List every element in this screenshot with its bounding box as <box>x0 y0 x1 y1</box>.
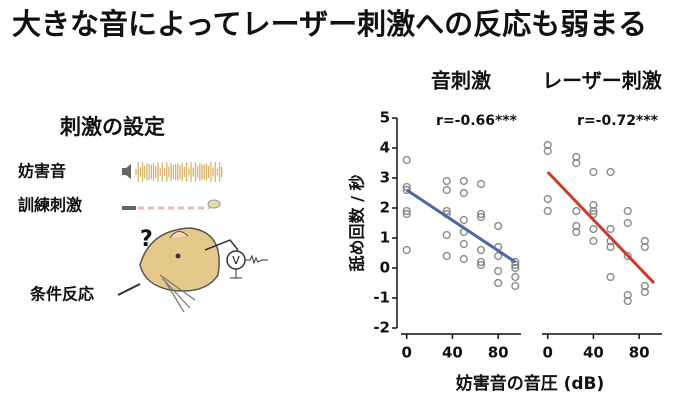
data-point <box>589 200 598 210</box>
y-tick-label: 1 <box>380 229 390 247</box>
correlation-label: r=-0.66*** <box>436 113 518 129</box>
data-point <box>640 287 649 297</box>
laser-icon <box>122 199 221 210</box>
data-point <box>589 167 598 177</box>
data-point <box>640 281 649 291</box>
data-point <box>459 239 468 249</box>
data-point <box>442 185 451 195</box>
x-tick-label: 0 <box>542 344 552 362</box>
data-point <box>623 251 632 261</box>
data-point <box>511 263 520 273</box>
data-point <box>476 245 486 255</box>
diagram-label: 条件反応 <box>29 285 94 304</box>
data-point <box>511 257 520 267</box>
y-tick-label: 4 <box>380 139 390 157</box>
figure-title: 大きな音によってレーザー刺激への反応も弱まる <box>12 7 647 41</box>
data-point <box>442 230 451 240</box>
y-tick-label: -2 <box>373 319 390 337</box>
y-tick-label: 3 <box>380 169 390 187</box>
data-point <box>589 206 598 216</box>
data-point <box>476 179 486 189</box>
data-point <box>476 209 486 219</box>
data-point <box>606 272 615 282</box>
data-point <box>606 224 615 234</box>
regression-line <box>546 170 656 285</box>
noise-waveform <box>135 162 223 182</box>
data-point <box>572 206 581 216</box>
y-tick-label: -1 <box>373 289 390 307</box>
y-tick-label: 0 <box>380 259 390 277</box>
data-point <box>442 206 451 216</box>
data-point <box>459 176 468 186</box>
data-point <box>543 206 552 216</box>
x-axis-label: 妨害音の音圧 (dB) <box>455 373 605 394</box>
data-point <box>476 257 486 267</box>
data-point <box>494 251 503 261</box>
data-point <box>476 260 486 270</box>
data-point <box>623 296 632 306</box>
data-point <box>511 281 520 291</box>
x-tick-label: 40 <box>583 344 604 362</box>
svg-text:V: V <box>232 254 240 267</box>
data-point <box>459 215 468 225</box>
regression-line <box>405 188 517 264</box>
data-point <box>623 290 632 300</box>
data-point <box>640 236 649 246</box>
data-point <box>543 146 552 156</box>
data-point <box>606 167 615 177</box>
diagram-label: 訓練刺激 <box>18 196 82 215</box>
data-point <box>543 194 552 204</box>
data-point <box>442 251 451 261</box>
data-point <box>572 221 581 231</box>
data-point <box>402 209 411 219</box>
data-point <box>442 176 451 186</box>
x-tick-label: 80 <box>488 344 509 362</box>
data-point <box>572 152 581 162</box>
data-point <box>511 272 520 282</box>
data-point <box>606 242 615 252</box>
diagram-label: 妨害音 <box>17 162 66 181</box>
y-tick-label: 5 <box>380 109 390 127</box>
data-point <box>494 221 503 231</box>
data-point <box>589 236 598 246</box>
data-point <box>589 209 598 219</box>
data-point <box>543 140 552 150</box>
data-point <box>640 242 649 252</box>
data-point <box>402 185 411 195</box>
y-tick-label: 2 <box>380 199 390 217</box>
x-tick-label: 0 <box>401 344 411 362</box>
mouse-illustration: V <box>117 227 268 313</box>
x-tick-label: 40 <box>442 344 463 362</box>
correlation-label: r=-0.72*** <box>577 113 659 129</box>
data-point <box>476 212 486 222</box>
data-point <box>623 206 632 216</box>
data-point <box>623 218 632 228</box>
data-point <box>459 254 468 264</box>
panel-title: レーザー刺激 <box>542 69 662 93</box>
speaker-icon <box>122 164 131 179</box>
data-point <box>402 206 411 216</box>
data-point <box>572 158 581 168</box>
data-point <box>572 227 581 237</box>
data-point <box>589 224 598 234</box>
data-point <box>459 188 468 198</box>
data-point <box>402 155 411 165</box>
data-point <box>494 266 503 276</box>
data-point <box>402 245 411 255</box>
data-point <box>494 278 503 288</box>
diagram-heading: 刺激の設定 <box>60 115 165 139</box>
panel-title: 音刺激 <box>431 69 491 93</box>
x-tick-label: 80 <box>629 344 650 362</box>
y-axis-label: 舐め回数 / 秒 <box>348 175 367 272</box>
